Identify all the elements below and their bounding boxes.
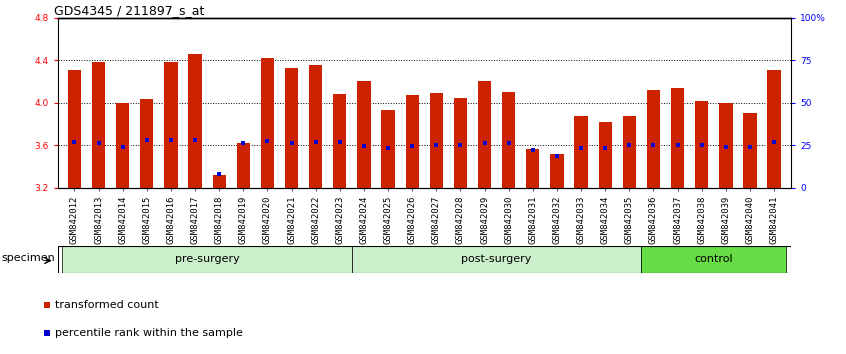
Bar — [641, 246, 786, 273]
Point — [719, 144, 733, 150]
Point — [526, 148, 540, 153]
Bar — [333, 94, 347, 188]
Point — [744, 144, 757, 150]
Point — [189, 137, 202, 143]
Point — [695, 142, 708, 148]
Point — [598, 145, 612, 151]
Text: percentile rank within the sample: percentile rank within the sample — [55, 328, 243, 338]
Bar — [140, 99, 153, 188]
Point — [405, 143, 419, 149]
Bar — [551, 154, 563, 188]
Point — [502, 140, 515, 146]
Bar — [309, 65, 322, 188]
Point — [164, 137, 178, 143]
Point — [478, 140, 492, 146]
Bar — [237, 143, 250, 188]
Bar — [671, 88, 684, 188]
Bar — [574, 116, 588, 188]
Point — [430, 142, 443, 148]
Text: post-surgery: post-surgery — [461, 254, 532, 264]
Bar — [261, 58, 274, 188]
Point — [357, 143, 371, 149]
Point — [646, 142, 660, 148]
Point — [550, 153, 563, 159]
Point — [212, 171, 226, 177]
Bar — [382, 110, 395, 188]
Bar — [478, 81, 492, 188]
Bar — [695, 101, 708, 188]
Point — [68, 139, 81, 145]
Bar — [502, 92, 515, 188]
Text: transformed count: transformed count — [55, 299, 159, 310]
Bar — [599, 122, 612, 188]
Bar — [92, 62, 105, 188]
Point — [453, 142, 467, 148]
Bar — [430, 93, 443, 188]
Bar — [212, 175, 226, 188]
Point — [285, 140, 299, 146]
Point — [41, 302, 54, 307]
Point — [91, 140, 105, 146]
Bar — [189, 54, 201, 188]
Bar — [164, 62, 178, 188]
Bar — [63, 246, 352, 273]
Bar — [405, 95, 419, 188]
Bar — [285, 68, 298, 188]
Point — [41, 330, 54, 336]
Bar — [744, 113, 756, 188]
Point — [237, 140, 250, 146]
Bar — [116, 103, 129, 188]
Bar — [623, 116, 636, 188]
Bar — [767, 70, 781, 188]
Bar — [647, 90, 660, 188]
Bar — [453, 98, 467, 188]
Text: specimen: specimen — [1, 253, 55, 263]
Point — [382, 145, 395, 151]
Point — [333, 139, 347, 145]
Text: GDS4345 / 211897_s_at: GDS4345 / 211897_s_at — [54, 4, 204, 17]
Bar — [357, 81, 371, 188]
Point — [140, 137, 154, 143]
Bar — [352, 246, 641, 273]
Point — [623, 142, 636, 148]
Point — [309, 139, 322, 145]
Bar — [719, 103, 733, 188]
Text: pre-surgery: pre-surgery — [175, 254, 239, 264]
Point — [574, 145, 588, 151]
Bar — [68, 70, 81, 188]
Text: control: control — [695, 254, 733, 264]
Point — [261, 138, 274, 144]
Point — [116, 144, 129, 150]
Point — [671, 142, 684, 148]
Bar — [526, 149, 540, 188]
Point — [767, 139, 781, 145]
